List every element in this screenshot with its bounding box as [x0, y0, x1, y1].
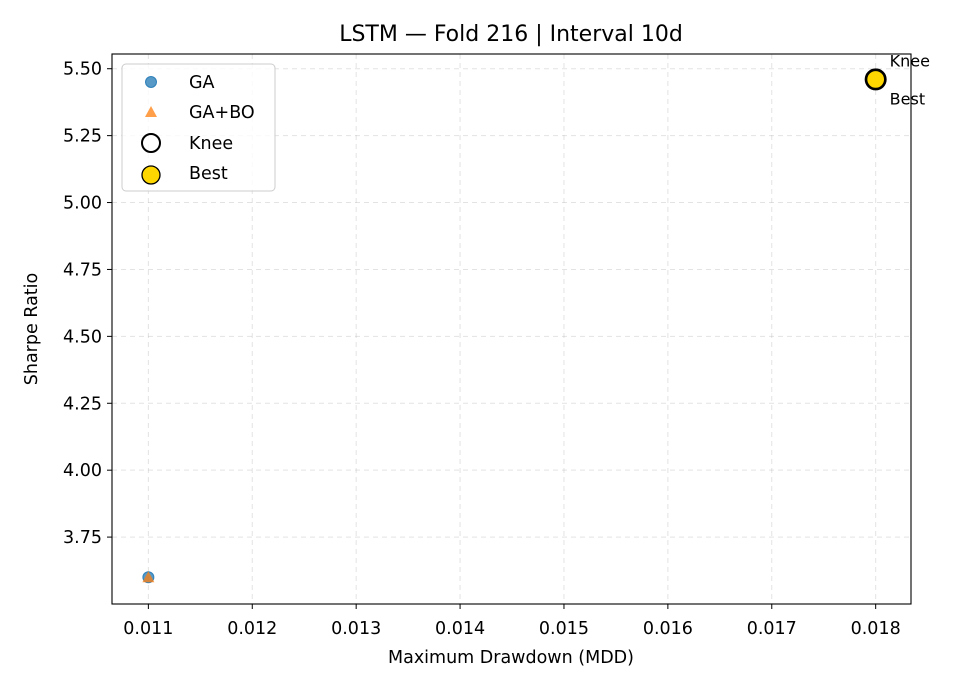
- legend-label-ga: GA: [189, 73, 215, 93]
- annotation-knee: Knee: [890, 51, 930, 70]
- x-tick-label: 0.015: [539, 619, 589, 639]
- x-tick-label: 0.018: [851, 619, 901, 639]
- y-tick-label: 5.50: [63, 60, 102, 80]
- legend-marker-ga: [145, 76, 157, 88]
- x-tick-label: 0.016: [643, 619, 693, 639]
- legend: GA GA+BO Knee Best: [121, 63, 276, 192]
- y-tick-label: 4.50: [63, 327, 102, 347]
- legend-marker-knee: [141, 133, 161, 153]
- x-axis-label: Maximum Drawdown (MDD): [388, 648, 634, 668]
- grid-lines: [112, 54, 911, 604]
- legend-label-knee: Knee: [189, 134, 233, 154]
- y-axis-ticks: 3.75 4.00 4.25 4.50 4.75 5.00 5.25 5.50: [63, 60, 112, 548]
- chart-title: LSTM — Fold 216 | Interval 10d: [339, 22, 683, 47]
- y-tick-label: 4.75: [63, 260, 102, 280]
- legend-marker-ga-bo: [145, 106, 157, 117]
- y-tick-label: 4.25: [63, 394, 102, 414]
- best-point: [866, 69, 886, 90]
- ga-bo-point: [142, 571, 155, 583]
- plot-frame: [111, 53, 912, 605]
- plot-marks: [142, 68, 887, 584]
- legend-box: [121, 63, 276, 192]
- x-tick-label: 0.013: [331, 619, 381, 639]
- x-tick-label: 0.012: [227, 619, 277, 639]
- legend-label-ga-bo: GA+BO: [189, 103, 255, 123]
- knee-point: [864, 68, 887, 91]
- annotation-best: Best: [890, 89, 925, 108]
- x-tick-label: 0.017: [747, 619, 797, 639]
- x-tick-label: 0.011: [123, 619, 173, 639]
- y-tick-label: 3.75: [63, 528, 102, 548]
- legend-marker-best: [141, 165, 161, 185]
- legend-label-best: Best: [189, 164, 228, 184]
- y-tick-label: 5.25: [63, 127, 102, 147]
- y-tick-label: 5.00: [63, 194, 102, 214]
- y-axis-label: Sharpe Ratio: [22, 273, 42, 386]
- y-tick-label: 4.00: [63, 461, 102, 481]
- x-axis-ticks: 0.011 0.012 0.013 0.014 0.015 0.016 0.017 0.018: [123, 604, 901, 639]
- annotations: Knee Best: [890, 51, 930, 108]
- x-tick-label: 0.014: [435, 619, 485, 639]
